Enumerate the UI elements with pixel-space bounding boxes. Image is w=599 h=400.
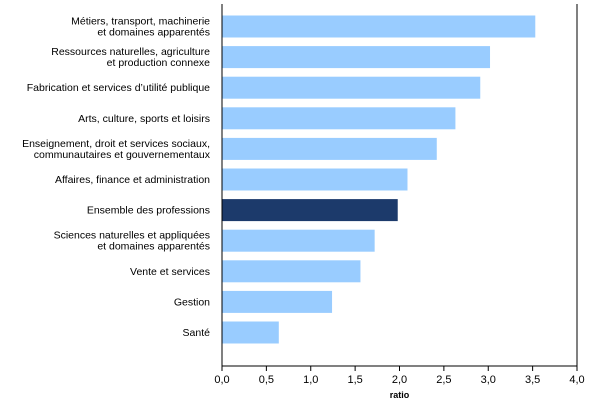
bar-9	[222, 290, 333, 313]
category-label-7-line-0: Sciences naturelles et appliquées	[54, 230, 210, 242]
category-label-9-line-0: Gestion	[174, 296, 210, 308]
bar-3	[222, 107, 456, 130]
bar-2	[222, 76, 481, 99]
x-tick-label-2: 1,0	[303, 374, 318, 386]
category-label-8-line-0: Vente et services	[130, 266, 210, 278]
category-label-8: Vente et services	[130, 266, 210, 278]
bar-6	[222, 199, 398, 222]
x-tick-label-5: 2,5	[436, 374, 451, 386]
bar-4	[222, 137, 437, 160]
bars-group	[222, 15, 536, 344]
bar-5	[222, 168, 408, 191]
category-label-5-line-0: Affaires, finance et administration	[55, 174, 210, 186]
x-tick-label-6: 3,0	[481, 374, 496, 386]
bar-1	[222, 46, 491, 69]
category-label-0-line-1: et domaines apparentés	[97, 27, 210, 39]
category-label-6-line-0: Ensemble des professions	[87, 205, 210, 217]
category-label-3: Arts, culture, sports et loisirs	[78, 113, 210, 125]
category-label-4: Enseignement, droit et services sociaux,…	[22, 138, 211, 161]
x-axis: 0,0 0,5 1,0 1,5 2,0 2,5 3,0 3,5 4,0	[214, 365, 585, 386]
category-label-0-line-0: Métiers, transport, machinerie	[71, 16, 210, 28]
bar-0	[222, 15, 536, 38]
category-label-2: Fabrication et services d’utilité publiq…	[27, 82, 210, 94]
category-label-4-line-1: communautaires et gouvernementaux	[34, 149, 211, 161]
category-label-7: Sciences naturelles et appliquées et doma…	[54, 230, 210, 253]
bar-7	[222, 229, 375, 252]
category-label-4-line-0: Enseignement, droit et services sociaux,	[22, 138, 210, 150]
category-label-0: Métiers, transport, machinerie et domaine…	[71, 16, 210, 39]
x-tick-label-3: 1,5	[347, 374, 362, 386]
x-tick-label-0: 0,0	[214, 374, 229, 386]
x-tick-label-8: 4,0	[569, 374, 584, 386]
category-label-7-line-1: et domaines apparentés	[97, 241, 210, 253]
category-label-10-line-0: Santé	[183, 327, 211, 339]
category-label-9: Gestion	[174, 296, 210, 308]
x-tick-label-7: 3,5	[525, 374, 540, 386]
category-labels-group: Métiers, transport, machinerie et domaine…	[22, 16, 211, 340]
category-label-2-line-0: Fabrication et services d’utilité publiq…	[27, 82, 210, 94]
category-label-1: Ressources naturelles, agriculture et pro…	[51, 46, 210, 69]
category-label-3-line-0: Arts, culture, sports et loisirs	[78, 113, 210, 125]
plot-frame	[221, 4, 578, 366]
category-label-1-line-0: Ressources naturelles, agriculture	[51, 46, 210, 58]
category-label-5: Affaires, finance et administration	[55, 174, 210, 186]
x-tick-label-1: 0,5	[259, 374, 274, 386]
category-label-6: Ensemble des professions	[87, 205, 210, 217]
x-axis-title: ratio	[390, 390, 410, 400]
bar-8	[222, 260, 361, 283]
bar-10	[222, 321, 279, 344]
category-label-1-line-1: et production connexe	[107, 57, 210, 69]
category-label-10: Santé	[183, 327, 211, 339]
x-tick-label-4: 2,0	[392, 374, 407, 386]
